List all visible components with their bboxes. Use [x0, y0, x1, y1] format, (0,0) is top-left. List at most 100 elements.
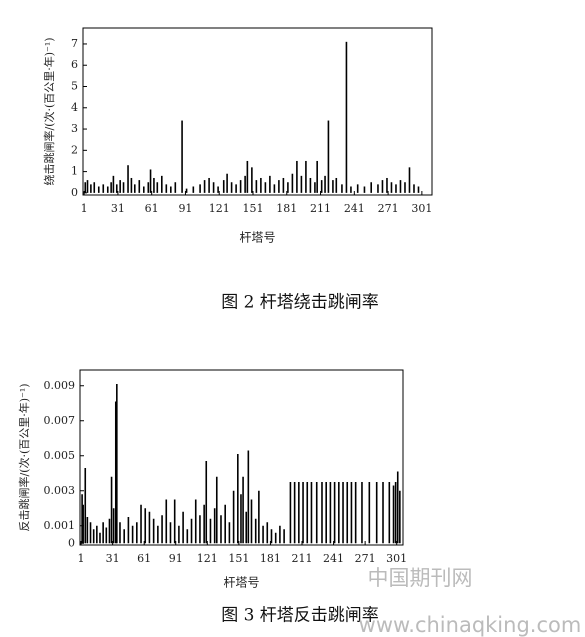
y-tick-label: 0.005 [44, 449, 76, 462]
x-tick-label: 241 [344, 202, 365, 215]
bar [394, 482, 397, 544]
bar [208, 177, 210, 193]
bar [237, 454, 239, 544]
bar [130, 177, 133, 193]
x-tick-label: 181 [276, 202, 297, 215]
y-tick-label: 6 [71, 58, 78, 71]
bar [140, 504, 142, 544]
bar [106, 186, 109, 193]
bar [153, 177, 155, 193]
bar [199, 515, 201, 544]
bar [156, 182, 159, 193]
bar [278, 180, 280, 193]
bar [230, 182, 233, 193]
bar [274, 532, 277, 544]
bar [320, 180, 323, 193]
bar [209, 518, 212, 544]
bar [235, 184, 237, 193]
x-axis-label: 杆塔号 [223, 576, 259, 590]
bar [108, 518, 111, 544]
bar [335, 177, 338, 193]
y-tick-label: 0.001 [44, 519, 76, 532]
bar [178, 525, 180, 544]
x-tick-label: 211 [291, 552, 312, 565]
plot-frame [79, 369, 404, 546]
x-tick-label: 241 [323, 552, 344, 565]
bar [342, 482, 344, 544]
bar [194, 499, 197, 544]
bar [321, 482, 323, 544]
bar [262, 525, 264, 544]
watermark-site: 中国期刊网 [368, 566, 473, 590]
bar [242, 476, 244, 544]
bar [327, 120, 330, 193]
bar [86, 517, 89, 544]
bar [112, 508, 115, 544]
bar [102, 184, 105, 193]
bar [185, 188, 188, 193]
bar [220, 515, 222, 544]
bar [174, 182, 177, 193]
bar [90, 184, 92, 193]
bar [102, 522, 104, 544]
bar [240, 494, 242, 544]
bar [289, 482, 292, 544]
bar [266, 522, 269, 544]
bar [122, 182, 125, 193]
bar [298, 482, 300, 544]
bar [123, 529, 125, 544]
bar [89, 522, 92, 544]
bar [395, 184, 397, 193]
bar [390, 182, 393, 193]
bar [254, 518, 257, 544]
bar [84, 468, 87, 544]
figure-caption: 图 3 杆塔反击跳闸率 [221, 606, 379, 626]
bar [157, 525, 159, 544]
bar [161, 515, 163, 544]
bar [84, 182, 87, 193]
y-tick-label: 5 [71, 80, 78, 93]
plot-frame [82, 27, 433, 196]
bar [245, 511, 248, 544]
bar [127, 165, 129, 193]
bar [215, 476, 218, 544]
bar [222, 180, 225, 193]
x-tick-label: 121 [197, 552, 218, 565]
x-tick-label: 91 [169, 552, 183, 565]
bar [309, 177, 312, 193]
bar [341, 184, 343, 193]
bar [363, 186, 366, 193]
bar [350, 482, 353, 544]
bar [133, 184, 136, 193]
x-tick-label: 271 [355, 552, 376, 565]
x-tick-label: 151 [242, 202, 263, 215]
bar [165, 499, 168, 544]
bar [213, 508, 216, 544]
bar [115, 184, 118, 193]
bar [396, 471, 399, 544]
bar [182, 511, 184, 544]
bar [273, 184, 276, 193]
bar [282, 177, 285, 193]
bar [310, 482, 313, 544]
y-tick-label: 0 [71, 186, 78, 199]
x-tick-label: 1 [81, 202, 88, 215]
bar [370, 182, 373, 193]
x-tick-label: 301 [386, 552, 407, 565]
bar [199, 184, 201, 193]
bar [324, 175, 326, 193]
bar [97, 186, 100, 193]
bar [306, 482, 309, 544]
y-tick-label: 7 [71, 37, 78, 50]
bar [228, 522, 231, 544]
bar [350, 186, 352, 193]
bar [181, 120, 183, 193]
x-tick-label: 301 [411, 202, 432, 215]
bar [408, 167, 411, 193]
x-tick-label: 61 [137, 552, 151, 565]
bar [93, 182, 96, 193]
x-tick-label: 91 [178, 202, 192, 215]
bar [136, 522, 138, 544]
bar [144, 508, 147, 544]
bar [131, 525, 134, 544]
